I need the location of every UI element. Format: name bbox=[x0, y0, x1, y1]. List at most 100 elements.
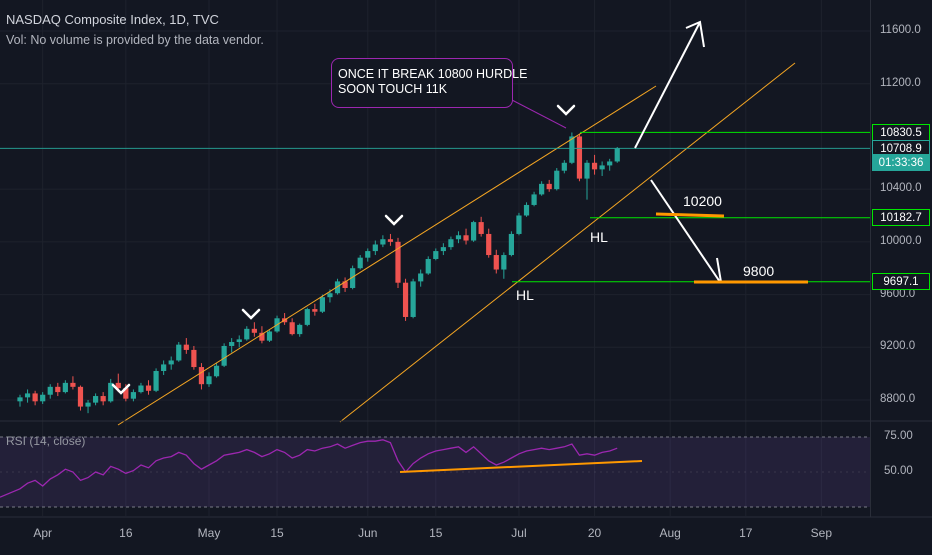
candle-body bbox=[40, 394, 46, 402]
candle-body bbox=[153, 371, 159, 391]
candle-body bbox=[244, 328, 250, 340]
candle-body bbox=[350, 268, 356, 288]
candle-body bbox=[463, 235, 469, 241]
candle-body bbox=[501, 255, 507, 270]
candle-body bbox=[138, 385, 144, 393]
time-tick-label: May bbox=[197, 526, 221, 540]
up-arrow-head bbox=[685, 20, 705, 48]
time-tick-label: 17 bbox=[739, 526, 753, 540]
candle-body bbox=[206, 376, 212, 385]
note-line-1: ONCE IT BREAK 10800 HURDLE bbox=[338, 67, 528, 81]
price-marker: 9697.1 bbox=[872, 273, 930, 291]
candle-body bbox=[108, 382, 114, 402]
candle-body bbox=[448, 239, 454, 248]
price-tick-label: 8800.0 bbox=[880, 393, 916, 405]
candle-body bbox=[191, 349, 197, 368]
candle-body bbox=[221, 345, 227, 366]
target-9800-label: 9800 bbox=[743, 263, 775, 279]
candle-body bbox=[357, 257, 363, 269]
hl-label-right: HL bbox=[590, 229, 608, 245]
candle-body bbox=[614, 148, 620, 162]
candle-body bbox=[478, 222, 484, 234]
candle-body bbox=[576, 136, 583, 179]
price-tick-label: 9200.0 bbox=[880, 340, 916, 353]
time-tick-label: Sep bbox=[810, 526, 833, 540]
candle-body bbox=[17, 397, 23, 402]
candle-body bbox=[334, 281, 341, 294]
candle-body bbox=[304, 309, 310, 325]
candle-body bbox=[584, 162, 590, 179]
candle-body bbox=[554, 170, 560, 190]
time-tick-label: Jul bbox=[511, 526, 527, 540]
candle-body bbox=[508, 233, 514, 256]
candle-body bbox=[561, 162, 567, 171]
price-tick-label: 11600.0 bbox=[880, 24, 921, 36]
candle-body bbox=[455, 235, 462, 240]
note-connector bbox=[511, 99, 567, 129]
candle-body bbox=[289, 322, 295, 335]
candle-body bbox=[236, 339, 242, 343]
rsi-pane bbox=[0, 436, 870, 508]
price-tick-label: 10400.0 bbox=[880, 182, 922, 195]
candle-body bbox=[198, 367, 205, 385]
candle-body bbox=[402, 282, 409, 317]
candle-body bbox=[312, 309, 318, 312]
price-marker: 01:33:36 bbox=[872, 153, 930, 171]
candle-body bbox=[161, 364, 167, 372]
candle-body bbox=[599, 165, 605, 170]
price-marker: 10830.5 bbox=[872, 123, 930, 141]
chart-title: NASDAQ Composite Index, 1D, TVC bbox=[6, 12, 219, 27]
v-mark bbox=[556, 104, 576, 116]
candle-body bbox=[591, 162, 598, 170]
candle-body bbox=[607, 161, 613, 166]
annotation-note[interactable]: ONCE IT BREAK 10800 HURDLE SOON TOUCH 11… bbox=[331, 58, 528, 108]
channel-lower-line bbox=[339, 62, 796, 423]
price-marker: 10182.7 bbox=[872, 209, 930, 227]
candle-body bbox=[546, 183, 552, 190]
axes bbox=[0, 0, 932, 518]
candle-body bbox=[85, 402, 91, 407]
candle-body bbox=[70, 382, 76, 387]
time-tick-label: 15 bbox=[429, 526, 443, 540]
candle-body bbox=[471, 222, 477, 241]
candle-body bbox=[145, 385, 152, 391]
candle-body bbox=[380, 239, 386, 245]
candle-body bbox=[342, 281, 348, 288]
rsi-trendline bbox=[399, 460, 643, 473]
candle-body bbox=[418, 273, 424, 282]
candle-body bbox=[176, 344, 182, 361]
candle-body bbox=[440, 247, 446, 252]
candle-body bbox=[183, 344, 189, 350]
candle-body bbox=[62, 382, 68, 393]
candle-body bbox=[213, 365, 220, 377]
candle-body bbox=[516, 215, 522, 234]
volume-note: Vol: No volume is provided by the data v… bbox=[6, 33, 264, 47]
candle-body bbox=[539, 183, 545, 195]
v-mark bbox=[241, 308, 261, 320]
rsi-line bbox=[0, 439, 618, 498]
candle-body bbox=[100, 396, 106, 402]
target-10200-label: 10200 bbox=[683, 193, 722, 209]
candle-body bbox=[168, 360, 174, 365]
candle-body bbox=[569, 136, 575, 163]
candle-body bbox=[327, 293, 333, 298]
up-arrow-line bbox=[634, 21, 701, 149]
rsi-tick-label: 75.00 bbox=[884, 430, 913, 442]
candle-body bbox=[531, 194, 537, 205]
candle-body bbox=[77, 386, 84, 407]
candle-body bbox=[115, 382, 121, 389]
price-tick-label: 11200.0 bbox=[880, 76, 921, 89]
down-arrow-line bbox=[650, 179, 721, 283]
rsi-tick-label: 50.00 bbox=[884, 465, 913, 477]
candle-body bbox=[251, 328, 257, 333]
candle-body bbox=[365, 251, 371, 258]
hl-label-left: HL bbox=[516, 287, 534, 303]
candle-body bbox=[387, 239, 394, 242]
candle-body bbox=[493, 255, 499, 270]
time-tick-label: Apr bbox=[33, 526, 53, 540]
candle-body bbox=[425, 258, 431, 274]
v-mark bbox=[384, 214, 404, 226]
candle-body bbox=[32, 393, 38, 402]
